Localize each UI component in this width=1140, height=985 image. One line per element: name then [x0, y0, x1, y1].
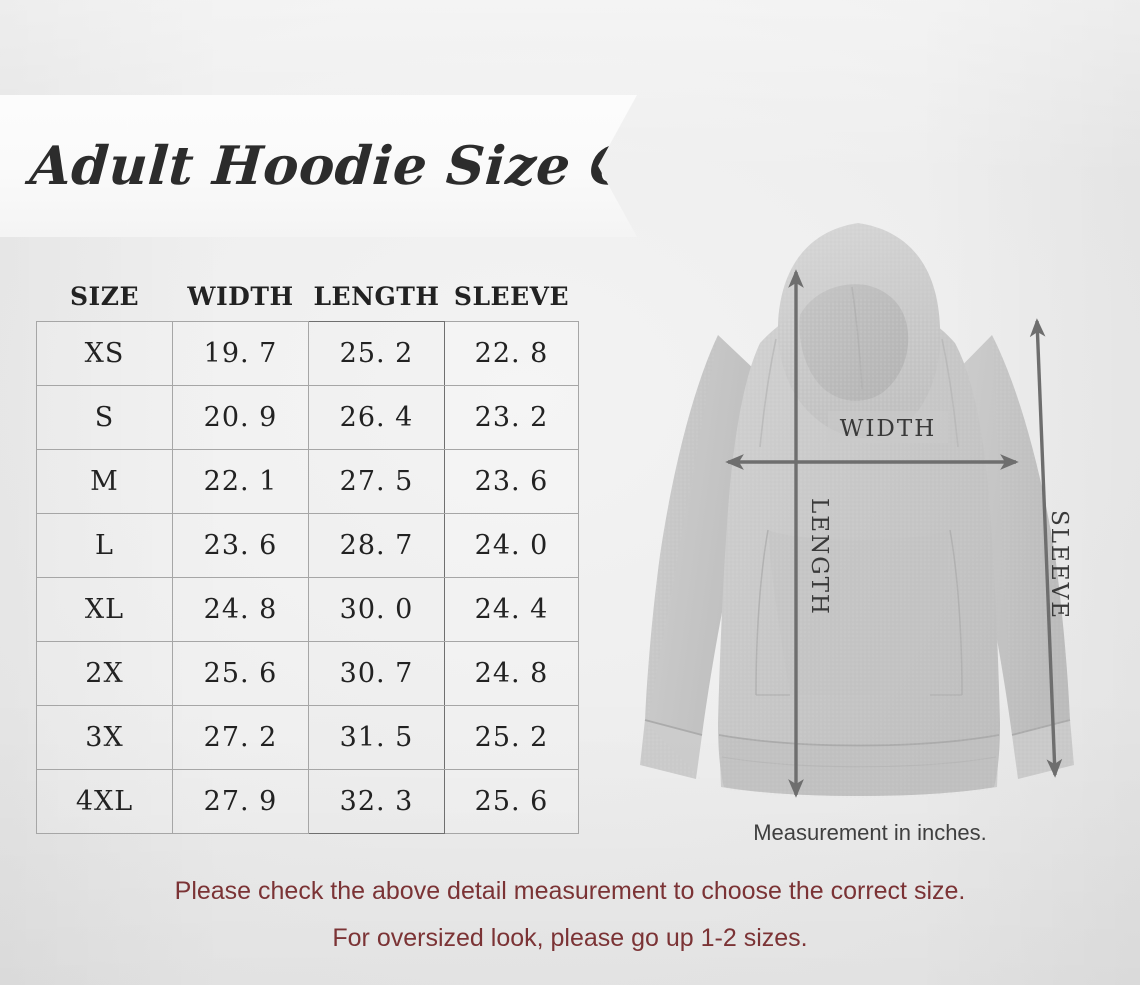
cell-sleeve: 24. 8 — [444, 641, 579, 706]
table-row: XL 24. 8 30. 0 24. 4 — [36, 577, 579, 642]
sleeve-arrow — [1029, 318, 1063, 778]
measurement-arrows — [725, 269, 1063, 798]
table-row: M 22. 1 27. 5 23. 6 — [36, 449, 579, 514]
width-label: WIDTH — [840, 416, 937, 442]
size-table-block: SIZE WIDTH LENGTH SLEEVE XS 19. 7 25. 2 22.… — [36, 282, 579, 834]
cell-width: 20. 9 — [172, 385, 309, 450]
cell-width: 22. 1 — [172, 449, 309, 514]
length-label: LENGTH — [806, 498, 832, 616]
header-width: WIDTH — [187, 282, 294, 311]
table-row: 4XL 27. 9 32. 3 25. 6 — [36, 769, 579, 834]
hoodie-body-group — [640, 223, 1074, 798]
hoodie-illustration: WIDTH LENGTH SLEEVE — [600, 175, 1140, 855]
cell-length: 25. 2 — [308, 321, 445, 386]
cell-size: 4XL — [36, 769, 173, 834]
cell-sleeve: 25. 2 — [444, 705, 579, 770]
footer-line-2: For oversized look, please go up 1-2 siz… — [332, 924, 808, 952]
cell-size: XS — [36, 321, 173, 386]
dimension-labels: WIDTH LENGTH SLEEVE — [806, 411, 1072, 620]
cell-sleeve: 23. 2 — [444, 385, 579, 450]
size-table-header: SIZE WIDTH LENGTH SLEEVE — [37, 282, 579, 322]
table-row: 3X 27. 2 31. 5 25. 2 — [36, 705, 579, 770]
footer-line-1: Please check the above detail measuremen… — [174, 877, 966, 905]
cell-length: 30. 7 — [308, 641, 445, 706]
cell-length: 27. 5 — [308, 449, 445, 514]
cell-width: 24. 8 — [172, 577, 309, 642]
cell-width: 27. 2 — [172, 705, 309, 770]
cell-sleeve: 24. 0 — [444, 513, 579, 578]
size-table: SIZE WIDTH LENGTH SLEEVE XS 19. 7 25. 2 22.… — [36, 282, 579, 834]
measurement-caption: Measurement in inches. — [753, 820, 987, 845]
cell-width: 19. 7 — [172, 321, 309, 386]
cell-width: 23. 6 — [172, 513, 309, 578]
cell-length: 32. 3 — [308, 769, 445, 834]
table-row: 2X 25. 6 30. 7 24. 8 — [36, 641, 579, 706]
cell-sleeve: 22. 8 — [444, 321, 579, 386]
header-sleeve: SLEEVE — [453, 282, 570, 311]
cell-sleeve: 25. 6 — [444, 769, 579, 834]
cell-size: S — [36, 385, 173, 450]
cell-width: 25. 6 — [172, 641, 309, 706]
cell-size: M — [36, 449, 173, 514]
header-length: LENGTH — [313, 282, 440, 311]
footer-notes: Please check the above detail measuremen… — [0, 868, 1140, 962]
cell-size: 3X — [36, 705, 173, 770]
cell-width: 27. 9 — [172, 769, 309, 834]
header-row: SIZE WIDTH LENGTH SLEEVE — [37, 282, 579, 322]
table-row: XS 19. 7 25. 2 22. 8 — [36, 321, 579, 386]
cell-sleeve: 23. 6 — [444, 449, 579, 514]
cell-sleeve: 24. 4 — [444, 577, 579, 642]
cell-length: 26. 4 — [308, 385, 445, 450]
sleeve-label: SLEEVE — [1046, 510, 1072, 620]
cell-length: 31. 5 — [308, 705, 445, 770]
cell-size: XL — [36, 577, 173, 642]
cell-size: 2X — [36, 641, 173, 706]
table-row: L 23. 6 28. 7 24. 0 — [36, 513, 579, 578]
cell-size: L — [36, 513, 173, 578]
table-row: S 20. 9 26. 4 23. 2 — [36, 385, 579, 450]
cell-length: 30. 0 — [308, 577, 445, 642]
header-size: SIZE — [69, 282, 140, 311]
title-banner: Adult Hoodie Size Chart — [0, 95, 637, 237]
cell-length: 28. 7 — [308, 513, 445, 578]
